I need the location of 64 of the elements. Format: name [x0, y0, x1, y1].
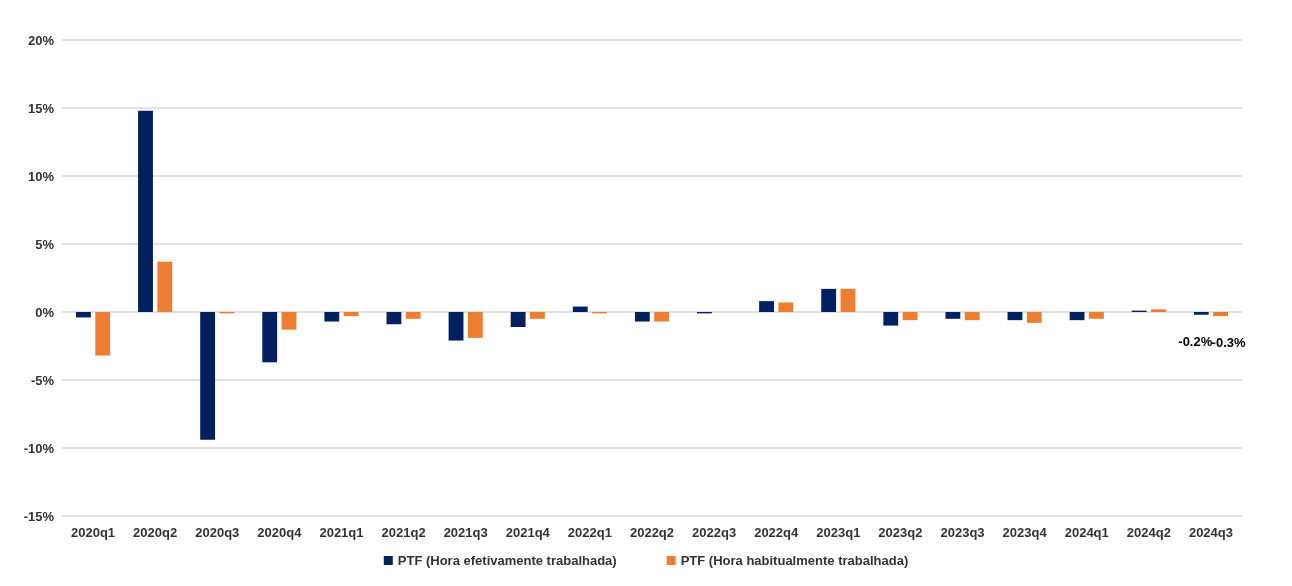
data-label: -0.3% [1211, 335, 1247, 351]
bar [200, 312, 216, 440]
bar [840, 288, 856, 312]
y-tick-label: 20% [27, 32, 55, 48]
x-tick-label: 2023q2 [878, 525, 923, 540]
y-tick-label: 0% [35, 304, 55, 320]
y-tick-label: -10% [23, 440, 55, 456]
x-tick-label: 2022q4 [754, 525, 800, 540]
x-tick-label: 2021q1 [319, 525, 364, 540]
bar [1213, 312, 1229, 317]
x-tick-label: 2022q2 [629, 525, 675, 540]
bar [1193, 312, 1209, 315]
x-tick-label: 2022q3 [692, 525, 737, 540]
x-tick-label: 2020q4 [257, 525, 303, 540]
y-tick-label: 15% [27, 100, 55, 116]
x-tick-label: 2023q1 [816, 525, 861, 540]
bar [405, 312, 421, 319]
bar [510, 312, 526, 327]
x-tick-label: 2022q1 [567, 525, 612, 540]
bar [530, 312, 545, 319]
bar [95, 312, 111, 356]
bar [386, 312, 402, 325]
x-tick-label: 2020q3 [195, 525, 240, 540]
x-tick-label: 2024q1 [1064, 525, 1109, 540]
y-tick-label: -5% [30, 372, 55, 388]
bar [654, 312, 670, 322]
bar [75, 312, 91, 318]
legend-label: PTF (Hora habitualmente trabalhada) [680, 553, 909, 568]
bar [1088, 312, 1104, 319]
x-tick-label: 2021q4 [505, 525, 551, 540]
bar [883, 312, 899, 326]
y-tick-label: 5% [35, 236, 55, 252]
bar [778, 302, 794, 312]
legend-label: PTF (Hora efetivamente trabalhada) [397, 553, 617, 568]
x-tick-label: 2023q4 [1002, 525, 1048, 540]
bar [1007, 312, 1023, 321]
x-tick-label: 2020q1 [71, 525, 116, 540]
bar [281, 312, 297, 330]
bar [157, 261, 173, 312]
bar [821, 288, 837, 312]
bar [324, 312, 340, 322]
y-tick-label: -15% [23, 508, 55, 524]
bar [1151, 309, 1166, 312]
x-tick-label: 2021q3 [443, 525, 488, 540]
data-label: -0.2% [1178, 333, 1213, 349]
x-tick-label: 2024q2 [1126, 525, 1171, 540]
bar [448, 312, 464, 341]
bar [1026, 312, 1042, 323]
bar [759, 301, 774, 312]
bar [467, 312, 483, 338]
bar [572, 306, 588, 312]
bar [343, 312, 359, 317]
x-tick-label: 2021q2 [381, 525, 426, 540]
bar [964, 312, 980, 321]
bar [634, 312, 650, 322]
bar [902, 312, 918, 321]
x-tick-label: 2024q3 [1188, 525, 1233, 540]
bar [138, 110, 153, 312]
bar [945, 312, 961, 319]
bar [1069, 312, 1085, 321]
x-tick-label: 2023q3 [940, 525, 985, 540]
bar [262, 312, 278, 363]
y-tick-label: 10% [27, 168, 55, 184]
x-tick-label: 2020q2 [133, 525, 178, 540]
